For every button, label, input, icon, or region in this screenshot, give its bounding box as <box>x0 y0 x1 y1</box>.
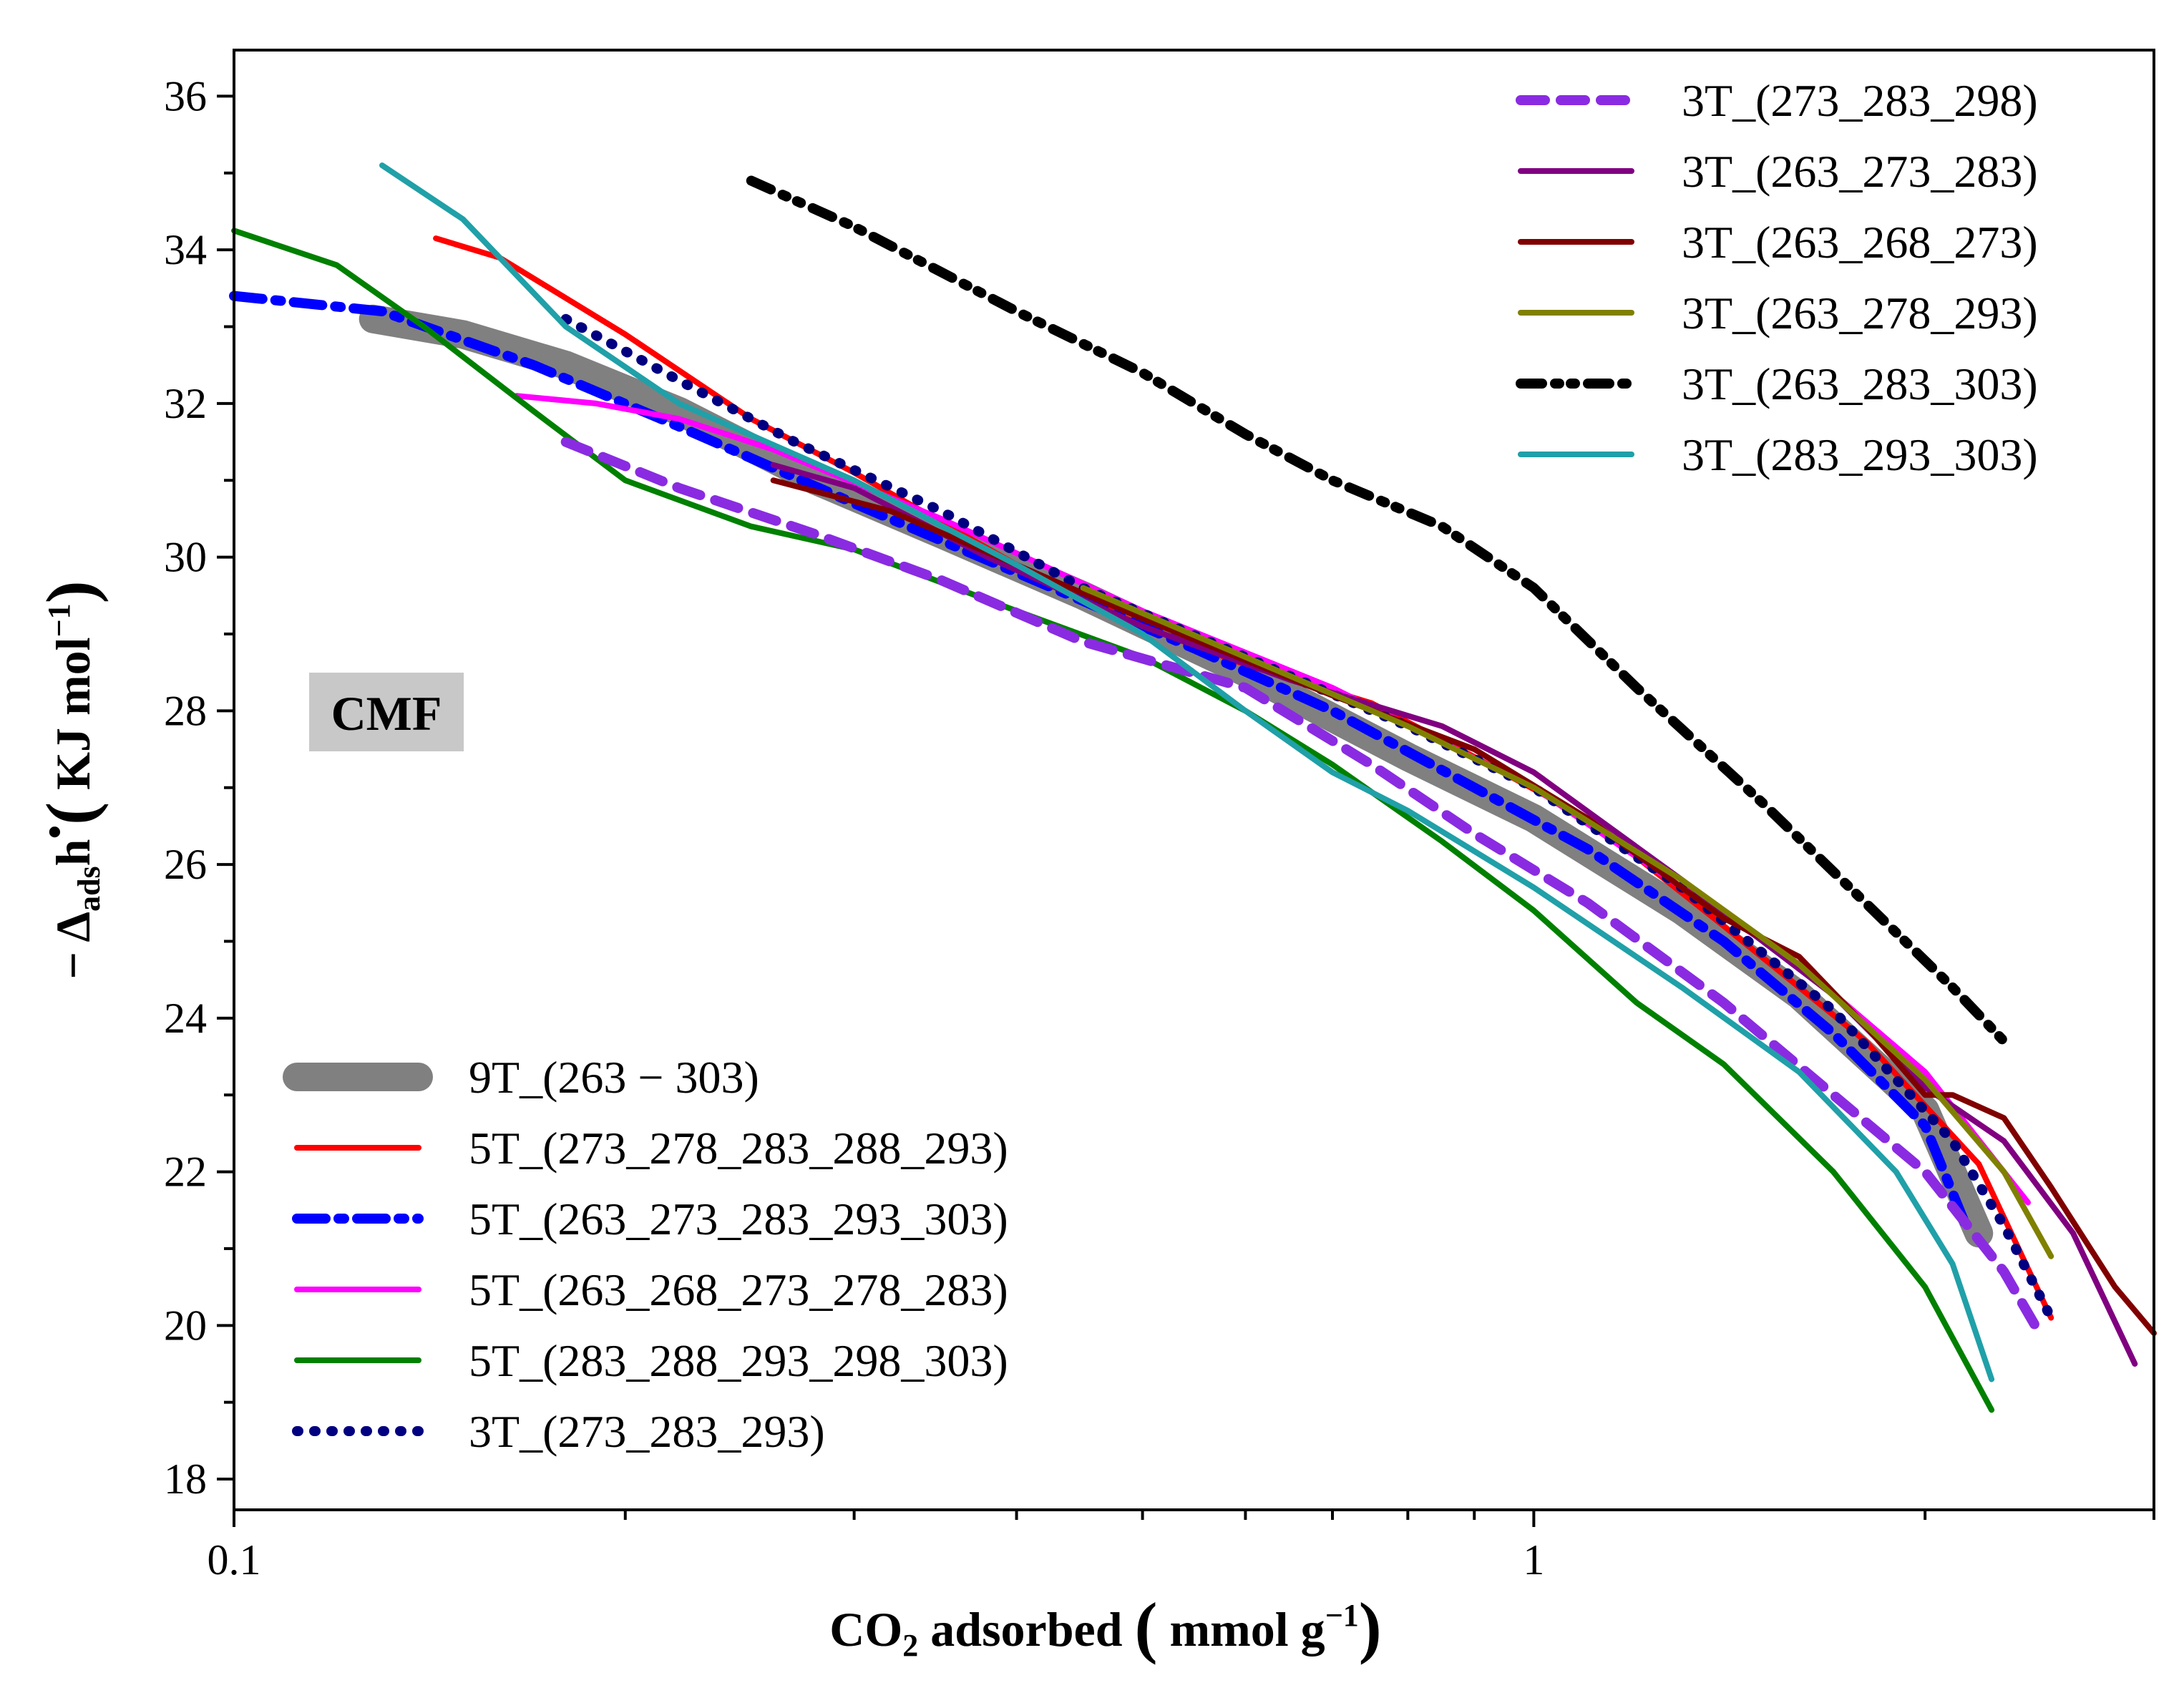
legend-label: 3T_(263_268_273) <box>1682 217 2038 268</box>
axes-layer: 18 20 22 24 26 28 30 32 34 36 0.1 1 <box>164 72 2155 1584</box>
x-axis-unit-open: ( <box>1135 1589 1158 1665</box>
series-line-6 <box>560 436 2045 1339</box>
y-tick-label: 36 <box>164 72 207 119</box>
series-line-4 <box>231 228 1995 1413</box>
series-line-5 <box>560 313 2057 1323</box>
y-tick-label: 32 <box>164 380 207 427</box>
series-line-9 <box>1080 585 2054 1259</box>
y-tick-label: 28 <box>164 687 207 734</box>
y-tick-label: 34 <box>164 226 207 273</box>
x-axis-title-rest: adsorbed <box>918 1602 1134 1657</box>
legend-label: 3T_(273_283_293) <box>469 1406 825 1457</box>
y-axis-unit-close: ) <box>32 580 109 603</box>
x-axis-unit-sup: −1 <box>1325 1598 1359 1633</box>
series-layer <box>229 162 2157 1413</box>
plot-frame <box>233 49 2155 1511</box>
legend-left: 9T_(263 − 303) 5T_(273_278_283_288_293) 5T… <box>283 1052 1008 1457</box>
series-line-11 <box>379 162 1995 1382</box>
y-tick-label: 30 <box>164 534 207 581</box>
y-axis-unit: KJ mol <box>46 637 100 801</box>
y-tick-label: 26 <box>164 841 207 888</box>
legend-label: 3T_(263_278_293) <box>1682 288 2038 338</box>
legend-label: 3T_(283_293_303) <box>1682 429 2038 480</box>
y-axis-title-sub: ads <box>72 866 107 912</box>
x-axis-title: CO2 adsorbed ( mmol g−1) <box>829 1589 1381 1665</box>
y-axis-title-prefix: − Δ <box>46 912 100 980</box>
legend-right: 3T_(273_283_298) 3T_(263_273_283) 3T_(263_… <box>1516 75 2038 480</box>
series-line-7 <box>770 462 2138 1367</box>
legend-label: 5T_(273_278_283_288_293) <box>469 1123 1008 1174</box>
legend-label: 9T_(263 − 303) <box>469 1052 759 1103</box>
legend-label: 3T_(263_273_283) <box>1682 146 2038 197</box>
y-tick-label: 18 <box>164 1455 207 1503</box>
y-tick-label: 20 <box>164 1302 207 1349</box>
y-axis-unit-sup: −1 <box>42 603 77 637</box>
legend-label: 3T_(273_283_298) <box>1682 75 2038 126</box>
x-axis-title-main: CO <box>829 1602 902 1657</box>
series-line-2 <box>229 291 1971 1231</box>
y-axis-title-main: h <box>46 839 100 867</box>
legend-label: 3T_(263_283_303) <box>1682 358 2038 409</box>
y-tick-label: 24 <box>164 995 207 1042</box>
legend-label: 5T_(283_288_293_298_303) <box>469 1335 1008 1386</box>
series-line-10 <box>746 175 2009 1047</box>
legend-label: 5T_(263_268_273_278_283) <box>469 1264 1008 1315</box>
x-tick-label: 0.1 <box>208 1536 261 1584</box>
legend-label: 5T_(263_273_283_293_303) <box>469 1194 1008 1244</box>
x-axis-title-sub: 2 <box>902 1628 918 1663</box>
y-axis-title-dot: • <box>33 825 77 839</box>
x-axis-unit: mmol g <box>1158 1602 1325 1657</box>
annotation-box: CMF <box>309 673 464 751</box>
x-axis-unit-close: ) <box>1359 1589 1382 1665</box>
y-axis-title: − Δadsh•( KJ mol−1) <box>32 580 109 979</box>
annotation-label: CMF <box>331 686 442 741</box>
x-tick-label: 1 <box>1523 1536 1544 1584</box>
y-axis-unit-open: ( <box>32 802 109 825</box>
y-tick-label: 22 <box>164 1148 207 1196</box>
